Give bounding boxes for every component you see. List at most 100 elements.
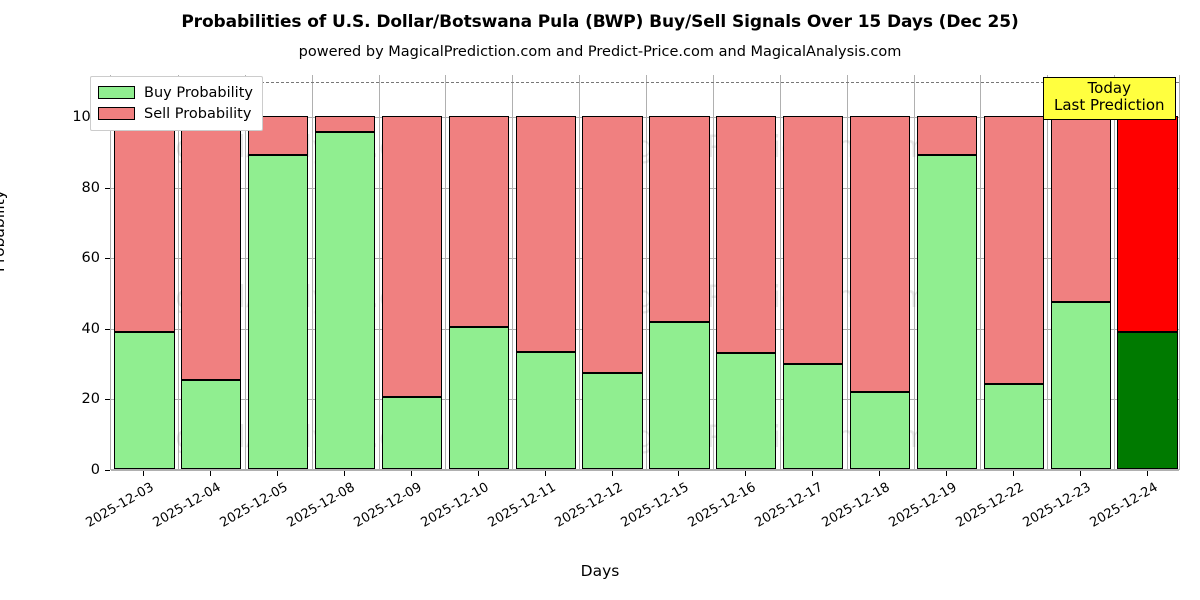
y-gridline	[111, 328, 1179, 330]
bar-segment-sell[interactable]	[716, 116, 777, 353]
bar-segment-buy[interactable]	[849, 392, 911, 469]
bar-segment-buy[interactable]	[783, 363, 844, 469]
x-gridline	[913, 75, 915, 469]
bar-segment-sell[interactable]	[1050, 116, 1111, 302]
y-gridline	[111, 187, 1179, 189]
x-gridline	[846, 75, 848, 469]
bar-segment-sell[interactable]	[849, 116, 911, 393]
y-tick-mark	[105, 399, 110, 401]
bar-group[interactable]	[916, 74, 978, 469]
bar-segment-sell[interactable]	[649, 116, 710, 322]
bar-group[interactable]	[783, 74, 844, 469]
x-gridline	[445, 75, 447, 469]
bar-segment-buy[interactable]	[248, 155, 309, 469]
today-annotation: Today Last Prediction	[1043, 77, 1176, 120]
y-tick-label: 20	[81, 391, 100, 408]
bar-segment-sell[interactable]	[783, 116, 844, 364]
bar-segment-buy[interactable]	[1050, 301, 1111, 469]
x-tick-label: 2025-12-04	[150, 480, 224, 531]
bar-segment-buy[interactable]	[181, 380, 242, 469]
bar-segment-sell[interactable]	[114, 116, 175, 332]
bar-segment-sell[interactable]	[983, 116, 1044, 385]
y-tick-mark	[105, 328, 110, 330]
x-tick-mark	[210, 471, 212, 476]
bar-segment-buy[interactable]	[582, 373, 643, 469]
bar-segment-buy[interactable]	[381, 396, 443, 469]
y-tick-mark	[105, 470, 110, 471]
x-tick-label: 2025-12-10	[418, 480, 492, 531]
x-tick-label: 2025-12-23	[1020, 480, 1094, 531]
y-gridline	[111, 470, 1179, 471]
x-tick-mark	[1146, 471, 1148, 476]
bar-group[interactable]	[1117, 74, 1178, 469]
bar-group[interactable]	[983, 74, 1044, 469]
x-tick-label: 2025-12-24	[1087, 480, 1161, 531]
chart-legend: Buy Probability Sell Probability	[90, 76, 263, 131]
bar-group[interactable]	[314, 74, 376, 469]
x-tick-label: 2025-12-19	[886, 480, 960, 531]
legend-label-sell: Sell Probability	[144, 105, 252, 122]
x-gridline	[378, 75, 380, 469]
bar-segment-sell[interactable]	[916, 116, 978, 156]
x-tick-label: 2025-12-11	[485, 480, 559, 531]
bar-group[interactable]	[649, 74, 710, 469]
bar-segment-buy[interactable]	[983, 384, 1044, 469]
bar-segment-buy[interactable]	[916, 155, 978, 469]
bar-group[interactable]	[181, 74, 242, 469]
bar-group[interactable]	[849, 74, 911, 469]
x-tick-mark	[544, 471, 546, 476]
x-tick-label: 2025-12-09	[351, 480, 425, 531]
legend-label-buy: Buy Probability	[144, 84, 253, 101]
bar-segment-sell[interactable]	[181, 116, 242, 381]
bar-segment-buy[interactable]	[448, 326, 509, 469]
bar-segment-buy[interactable]	[114, 331, 175, 469]
legend-item-sell: Sell Probability	[98, 103, 253, 124]
x-gridline	[980, 75, 982, 469]
y-tick-label: 60	[81, 250, 100, 267]
bar-group[interactable]	[716, 74, 777, 469]
x-gridline	[177, 75, 179, 469]
x-tick-mark	[745, 471, 747, 476]
x-axis-label: Days	[580, 562, 620, 580]
x-tick-mark	[344, 471, 346, 476]
bar-segment-sell[interactable]	[448, 116, 509, 327]
y-tick-mark	[105, 258, 110, 260]
x-tick-mark	[678, 471, 680, 476]
x-tick-mark	[945, 471, 947, 476]
bar-segment-sell[interactable]	[1117, 116, 1178, 332]
bar-group[interactable]	[448, 74, 509, 469]
x-tick-label: 2025-12-15	[618, 480, 692, 531]
bar-group[interactable]	[248, 74, 309, 469]
x-tick-label: 2025-12-17	[752, 480, 826, 531]
x-gridline	[244, 75, 246, 469]
x-tick-mark	[812, 471, 814, 476]
bar-segment-buy[interactable]	[515, 352, 576, 469]
x-gridline	[512, 75, 514, 469]
plot-inner: MagicalAnalysis.comMagicalPrediction.com…	[111, 74, 1179, 471]
bar-segment-buy[interactable]	[649, 321, 710, 469]
bar-segment-sell[interactable]	[314, 116, 376, 132]
bar-group[interactable]	[515, 74, 576, 469]
bar-segment-buy[interactable]	[716, 352, 777, 469]
bar-segment-sell[interactable]	[381, 116, 443, 397]
bar-group[interactable]	[1050, 74, 1111, 469]
x-tick-mark	[611, 471, 613, 476]
today-annotation-line2: Last Prediction	[1054, 96, 1165, 115]
y-gridline	[111, 117, 1179, 119]
bar-group[interactable]	[114, 74, 175, 469]
today-annotation-line1: Today	[1087, 79, 1131, 97]
x-tick-label: 2025-12-03	[83, 480, 157, 531]
y-axis-label: Probability	[0, 190, 8, 272]
bar-segment-buy[interactable]	[1117, 331, 1178, 469]
bar-segment-sell[interactable]	[515, 116, 576, 353]
x-gridline	[1114, 75, 1116, 469]
bar-group[interactable]	[381, 74, 443, 469]
bar-group[interactable]	[582, 74, 643, 469]
x-tick-mark	[277, 471, 279, 476]
x-tick-label: 2025-12-16	[685, 480, 759, 531]
x-tick-mark	[477, 471, 479, 476]
x-tick-mark	[410, 471, 412, 476]
bar-segment-sell[interactable]	[582, 116, 643, 374]
bar-segment-buy[interactable]	[314, 131, 376, 469]
